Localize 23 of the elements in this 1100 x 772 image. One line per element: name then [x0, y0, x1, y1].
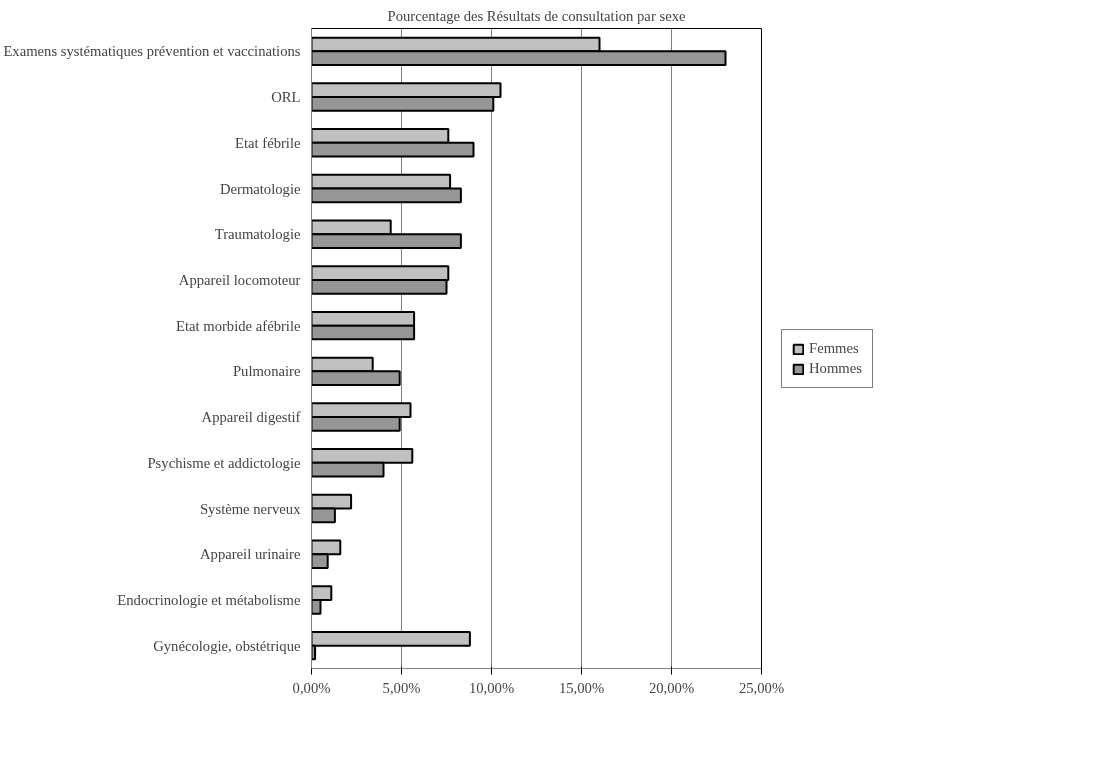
- y-tick-label: Examens systématiques prévention et vaccinations: [3, 43, 301, 60]
- x-tick-label: 20,00%: [648, 679, 695, 696]
- x-tick-label: 25,00%: [738, 679, 785, 696]
- y-tick-label: Dermatologie: [219, 180, 301, 197]
- y-tick-label: ORL: [271, 89, 301, 106]
- y-tick-label: Appareil digestif: [201, 409, 301, 426]
- y-tick-label: Psychisme et addictologie: [147, 454, 301, 471]
- y-tick-label: Etat morbide afébrile: [175, 317, 301, 334]
- y-tick-label: Etat fébrile: [234, 134, 301, 151]
- y-tick-label: Gynécologie, obstétrique: [153, 637, 301, 654]
- chart-title: Pourcentage des Résultats de consultation par sexe: [387, 7, 686, 24]
- y-tick-label: Système nerveux: [199, 500, 302, 517]
- y-tick-label: Pulmonaire: [232, 363, 301, 380]
- x-tick-label: 10,00%: [468, 679, 515, 696]
- y-tick-label: Endocrinologie et métabolisme: [117, 591, 301, 608]
- y-tick-label: Traumatologie: [214, 226, 301, 243]
- x-tick-label: 0,00%: [292, 679, 331, 696]
- legend-label: Femmes: [809, 340, 859, 357]
- y-tick-label: Appareil urinaire: [199, 546, 301, 563]
- x-tick-label: 5,00%: [382, 679, 421, 696]
- legend-label: Hommes: [809, 360, 862, 377]
- x-tick-label: 15,00%: [558, 679, 605, 696]
- y-tick-label: Appareil locomoteur: [178, 271, 301, 288]
